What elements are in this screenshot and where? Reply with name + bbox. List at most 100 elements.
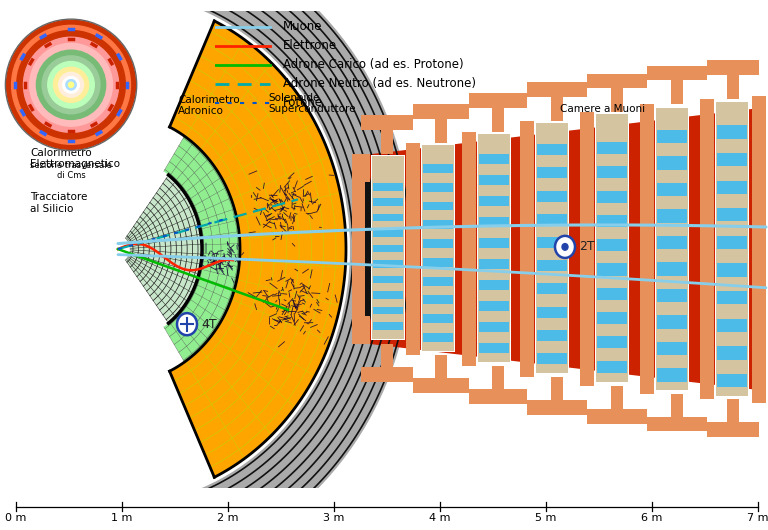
Bar bbox=[527, 400, 587, 414]
Bar bbox=[373, 229, 403, 237]
Text: Fotone: Fotone bbox=[283, 96, 323, 109]
Text: Elettrone: Elettrone bbox=[283, 39, 336, 52]
Bar bbox=[717, 263, 747, 277]
Bar bbox=[717, 346, 747, 359]
Bar bbox=[657, 289, 687, 302]
Text: 5 m: 5 m bbox=[535, 513, 557, 523]
Bar bbox=[717, 153, 747, 166]
Circle shape bbox=[17, 31, 125, 139]
Bar bbox=[423, 258, 453, 267]
Bar bbox=[361, 116, 413, 130]
Bar bbox=[413, 104, 469, 119]
Text: 0 m: 0 m bbox=[5, 513, 27, 523]
Bar bbox=[537, 306, 567, 317]
Text: 1 m: 1 m bbox=[111, 513, 133, 523]
Bar bbox=[423, 164, 453, 173]
Bar bbox=[492, 101, 504, 132]
Circle shape bbox=[48, 61, 94, 108]
Text: 4T: 4T bbox=[201, 317, 217, 331]
Circle shape bbox=[6, 20, 136, 149]
Bar bbox=[373, 183, 403, 191]
Bar bbox=[657, 315, 687, 329]
Bar bbox=[656, 108, 688, 391]
Bar bbox=[551, 377, 563, 408]
Bar bbox=[717, 181, 747, 194]
Polygon shape bbox=[352, 108, 762, 391]
Bar bbox=[352, 154, 370, 344]
Bar bbox=[479, 280, 509, 290]
Bar bbox=[423, 183, 453, 192]
Bar bbox=[551, 90, 563, 121]
Bar bbox=[373, 198, 403, 206]
Bar bbox=[435, 112, 447, 143]
Bar bbox=[611, 386, 623, 417]
Text: Calorimetro
Elettromagnetico: Calorimetro Elettromagnetico bbox=[30, 148, 120, 170]
Bar bbox=[657, 236, 687, 249]
Bar bbox=[596, 114, 628, 382]
Bar bbox=[597, 239, 627, 251]
Bar bbox=[478, 134, 510, 362]
Bar bbox=[537, 191, 567, 201]
Text: Adrone Carico (ad es. Protone): Adrone Carico (ad es. Protone) bbox=[283, 58, 463, 71]
Bar bbox=[717, 291, 747, 304]
Bar bbox=[421, 144, 455, 352]
Bar bbox=[537, 284, 567, 294]
Bar bbox=[423, 220, 453, 229]
Bar bbox=[527, 82, 587, 97]
Bar bbox=[423, 239, 453, 248]
Wedge shape bbox=[164, 136, 240, 362]
Text: 2T: 2T bbox=[579, 241, 594, 253]
Bar bbox=[647, 66, 707, 80]
Circle shape bbox=[30, 43, 112, 126]
Bar bbox=[671, 74, 683, 104]
Bar bbox=[671, 394, 683, 425]
Circle shape bbox=[58, 73, 84, 97]
Bar bbox=[537, 353, 567, 364]
Text: Adrone Neutro (ad es. Neutrone): Adrone Neutro (ad es. Neutrone) bbox=[283, 77, 475, 90]
Bar bbox=[657, 262, 687, 276]
Bar bbox=[373, 322, 403, 330]
Bar bbox=[595, 113, 629, 383]
Bar bbox=[479, 322, 509, 332]
Circle shape bbox=[177, 313, 197, 335]
Bar bbox=[597, 142, 627, 154]
Bar bbox=[422, 145, 454, 351]
Bar bbox=[597, 337, 627, 349]
Bar bbox=[477, 133, 511, 363]
Circle shape bbox=[54, 67, 88, 102]
Bar bbox=[597, 215, 627, 227]
Bar bbox=[373, 260, 403, 268]
Bar bbox=[597, 312, 627, 324]
Bar bbox=[537, 214, 567, 225]
Bar bbox=[479, 196, 509, 206]
Bar bbox=[373, 245, 403, 252]
Bar bbox=[361, 367, 413, 382]
Text: 4 m: 4 m bbox=[429, 513, 451, 523]
Bar bbox=[435, 355, 447, 386]
Bar bbox=[520, 121, 534, 377]
Bar bbox=[597, 191, 627, 203]
Bar bbox=[597, 360, 627, 373]
Bar bbox=[373, 306, 403, 314]
Bar bbox=[372, 156, 404, 339]
Bar bbox=[597, 288, 627, 300]
Wedge shape bbox=[125, 177, 200, 321]
Bar bbox=[580, 112, 594, 386]
Bar bbox=[707, 422, 759, 437]
Text: 3 m: 3 m bbox=[323, 513, 345, 523]
Text: 7 m: 7 m bbox=[747, 513, 768, 523]
Bar bbox=[727, 399, 739, 430]
Bar bbox=[365, 182, 371, 316]
Bar bbox=[717, 374, 747, 387]
Bar bbox=[492, 366, 504, 397]
Bar bbox=[717, 208, 747, 222]
Circle shape bbox=[68, 82, 74, 87]
Bar bbox=[479, 175, 509, 185]
Bar bbox=[655, 107, 689, 392]
Bar bbox=[423, 333, 453, 342]
Text: 2 m: 2 m bbox=[217, 513, 239, 523]
Bar bbox=[647, 417, 707, 431]
Bar bbox=[657, 183, 687, 196]
Wedge shape bbox=[170, 21, 346, 477]
Bar bbox=[381, 344, 393, 375]
